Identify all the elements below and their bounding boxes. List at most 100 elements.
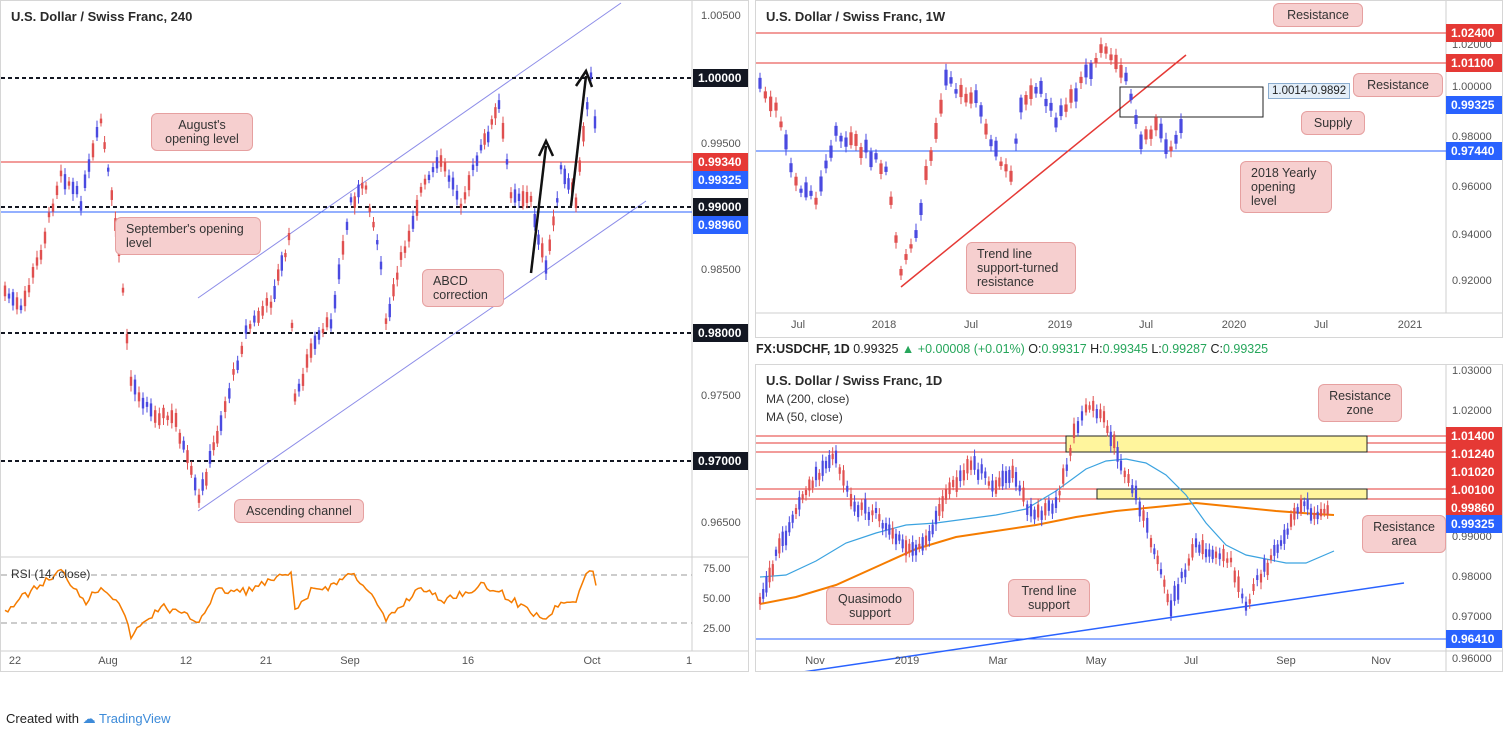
candle-body [1214,551,1218,558]
candle-body [129,376,133,386]
candle-body [939,99,943,114]
candle-body [1099,409,1102,419]
candle-body [67,181,71,186]
ma50-legend: MA (50, close) [766,410,843,424]
w-label-0-99325: 0.99325 [1446,96,1502,114]
resistance-zone-box [1065,435,1368,453]
w-xlabel: 2021 [1397,319,1423,331]
candle-body [1286,528,1289,535]
candle-body [368,207,371,212]
candle-body [959,84,963,98]
note-trendline-daily: Trend line support [1008,579,1090,617]
candle-body [541,243,544,258]
candle-body [1241,593,1244,599]
candle-body [921,537,924,551]
h4-label-0-99000: 0.99000 [693,198,748,216]
candle-body [918,543,921,549]
candle-body [914,544,918,556]
candle-body [280,255,283,271]
candle-body [758,596,762,605]
candle-body [490,119,493,125]
d-tick: 0.99000 [1452,531,1492,543]
candle-body [1064,104,1068,112]
candle-body [415,199,419,216]
d-xlabel: Nov [805,655,825,667]
candle-body [372,221,375,228]
candle-body [305,354,309,368]
candle-body [193,477,197,491]
rsi-tick: 50.00 [703,593,731,605]
daily-chart-panel[interactable]: U.S. Dollar / Swiss Franc, 1D MA (200, c… [755,364,1503,672]
candle-body [1326,505,1329,515]
d-xlabel: Jul [1183,655,1199,667]
candle-body [1088,405,1091,410]
candle-body [357,184,360,198]
candle-body [1159,123,1163,139]
candle-body [849,132,853,146]
d-xlabel: Sep [1276,655,1296,667]
candle-body [223,401,227,412]
candle-body [145,401,149,407]
candle-body [1080,411,1084,421]
ma50-line [759,458,1335,578]
w-label-1-02400: 1.02400 [1446,24,1502,42]
rsi-tick: 25.00 [703,623,731,635]
candle-body [35,257,39,266]
candle-body [1283,529,1286,544]
d-tick: 0.96000 [1452,653,1492,665]
candle-body [834,450,838,464]
tradingview-brand[interactable]: TradingView [99,711,171,726]
h4-tick: 0.97500 [701,390,741,402]
supply-box-label: 1.0014-0.9892 [1268,83,1351,99]
candle-body [423,178,427,185]
candle-body [141,397,145,409]
candle-body [969,92,973,104]
weekly-chart-panel[interactable]: U.S. Dollar / Swiss Franc, 1W 1.02000 1.… [755,0,1503,338]
candle-body [898,534,901,541]
candle-body [948,482,951,495]
candle-body [1051,503,1054,514]
tradingview-logo-icon[interactable]: ☁ [82,711,96,726]
candle-body [959,470,962,482]
candle-body [1263,558,1266,572]
candle-body [1256,575,1259,580]
candle-body [1029,504,1033,517]
candle-body [1187,558,1190,566]
candle-body [337,264,341,280]
candle-body [1069,448,1072,456]
h4-chart-panel[interactable]: U.S. Dollar / Swiss Franc, 240 1.00500 0… [0,0,749,672]
candle-body [79,201,83,211]
candle-body [212,442,215,451]
candle-body [1248,599,1251,604]
candle-body [904,254,908,260]
candle-body [201,479,204,491]
candle-body [909,244,913,249]
candle-body [1004,164,1008,172]
candle-body [1149,538,1153,548]
candle-body [1037,504,1040,518]
candle-body [11,292,15,306]
d-label-0-96410: 0.96410 [1446,630,1502,648]
candle-body [779,121,783,128]
open-label: O: [1028,342,1042,356]
d-tick: 0.98000 [1452,571,1492,583]
candle-body [1054,117,1058,128]
candle-body [804,182,808,198]
h4-candles [3,66,597,508]
candle-body [834,125,838,136]
h4-tick: 1.00500 [701,10,741,22]
candle-body [765,576,768,593]
w-tick: 1.00000 [1452,81,1492,93]
candle-body [854,134,858,146]
candle-body [43,231,47,244]
candle-body [273,285,276,299]
h4-label-1-00000: 1.00000 [693,69,748,87]
h4-label-0-98000: 0.98000 [693,324,748,342]
candle-body [290,322,294,328]
h4-xlabel: Sep [340,655,360,667]
candle-body [1177,584,1180,600]
note-september-opening: September's opening level [115,217,261,255]
d-tick: 0.97000 [1452,611,1492,623]
candle-body [91,143,95,158]
h4-tick: 0.98500 [701,264,741,276]
